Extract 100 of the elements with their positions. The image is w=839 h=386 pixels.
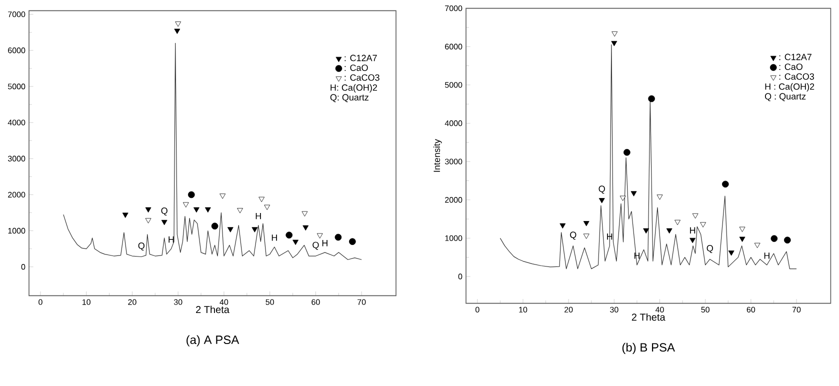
x-tick-label: 30 — [174, 299, 182, 305]
y-tick-label: 0 — [21, 264, 26, 270]
point — [739, 236, 746, 242]
point — [349, 238, 356, 245]
point — [700, 222, 706, 228]
x-tick-label: 20 — [564, 306, 573, 312]
point — [292, 240, 298, 245]
point — [182, 202, 189, 208]
y-tick-label: 0 — [458, 274, 462, 280]
annotation: H — [168, 236, 174, 243]
point — [630, 191, 637, 196]
legend-label: : CaCO3 — [779, 73, 814, 80]
legend-label: : C12A7 — [779, 54, 812, 60]
annotation: H — [272, 234, 277, 241]
x-tick-label: 40 — [220, 299, 228, 305]
point — [624, 148, 630, 156]
x-tick-label: 30 — [610, 306, 618, 312]
point — [583, 234, 590, 239]
x-tick-label: 20 — [128, 299, 136, 305]
x-tick-label: 0 — [475, 306, 480, 312]
annotation: H — [764, 252, 770, 259]
annotation: H — [322, 240, 328, 246]
annotation: Q — [706, 245, 713, 254]
point — [612, 31, 618, 37]
annotation: H : Ca(OH)2 — [765, 83, 814, 92]
point — [560, 223, 566, 229]
annotation: Q — [598, 186, 605, 194]
y-tick-label: 2000 — [445, 197, 462, 203]
y-tick-label: 3000 — [8, 156, 26, 162]
point — [690, 238, 696, 244]
point — [227, 227, 234, 232]
point — [739, 226, 746, 232]
y-tick-label: 6000 — [8, 48, 26, 54]
point — [302, 225, 309, 231]
y-tick-label: 1000 — [445, 235, 462, 242]
legend-label: : CaO — [344, 64, 368, 71]
y-tick-label: 4000 — [8, 120, 26, 126]
point — [754, 242, 760, 248]
point — [174, 28, 180, 34]
annotation: Q — [570, 232, 576, 240]
point — [145, 218, 152, 224]
text: (a) A PSA — [186, 335, 240, 346]
x-tick-label: 10 — [82, 299, 90, 305]
point — [728, 250, 734, 256]
point — [264, 204, 270, 210]
point — [583, 221, 590, 226]
annotation: Q — [312, 242, 319, 250]
y-tick-label: 2000 — [8, 192, 26, 198]
point — [258, 196, 265, 202]
y-tick-label: 7000 — [8, 11, 26, 18]
point — [145, 207, 152, 213]
y-tick-label: 7000 — [445, 5, 462, 12]
y-axis-title: Intensity — [433, 139, 442, 172]
y-tick-label: 3000 — [444, 158, 462, 164]
point — [175, 22, 182, 27]
annotation: Q — [161, 208, 168, 216]
x-tick-label: 10 — [519, 306, 528, 312]
y-tick-label: 6000 — [445, 44, 462, 50]
x-axis-title: 2 Theta — [196, 306, 230, 314]
point — [286, 232, 293, 238]
point — [611, 40, 618, 46]
legend-label: : CaCO3 — [344, 74, 380, 81]
point — [122, 212, 128, 218]
x-tick-label: 50 — [266, 299, 274, 305]
point — [334, 234, 342, 241]
annotation: Q: Quartz — [330, 94, 368, 102]
point — [252, 227, 258, 232]
point — [770, 235, 778, 242]
point — [620, 196, 626, 201]
legend-label: : CaO — [779, 64, 802, 70]
x-tick-label: 70 — [792, 306, 801, 312]
point — [204, 207, 211, 213]
point — [648, 95, 655, 102]
x-tick-label: 70 — [358, 299, 366, 305]
legend-label: : C12A7 — [344, 54, 377, 62]
annotation: Q — [138, 242, 144, 251]
point — [188, 191, 195, 198]
point — [316, 233, 323, 238]
point — [674, 220, 680, 226]
annotation: Q : Quartz — [764, 93, 806, 102]
x-tick-label: 50 — [701, 306, 710, 312]
x-axis-title: 2 Theta — [632, 313, 666, 321]
point — [193, 207, 200, 213]
x-tick-label: 0 — [38, 299, 42, 305]
point — [784, 236, 791, 244]
x-tick-label: 40 — [655, 306, 664, 312]
point — [643, 228, 650, 234]
point — [237, 208, 243, 214]
point — [722, 180, 729, 188]
point — [220, 194, 226, 199]
point — [302, 211, 308, 216]
x-tick-label: 60 — [746, 306, 756, 312]
y-tick-label: 4000 — [444, 120, 462, 126]
text: (b) B PSA — [622, 342, 675, 354]
annotation: H — [256, 212, 261, 220]
point — [161, 220, 168, 226]
annotation: H — [690, 227, 696, 234]
point — [598, 198, 605, 204]
y-tick-label: 1000 — [8, 228, 26, 234]
y-tick-label: 5000 — [8, 84, 26, 90]
